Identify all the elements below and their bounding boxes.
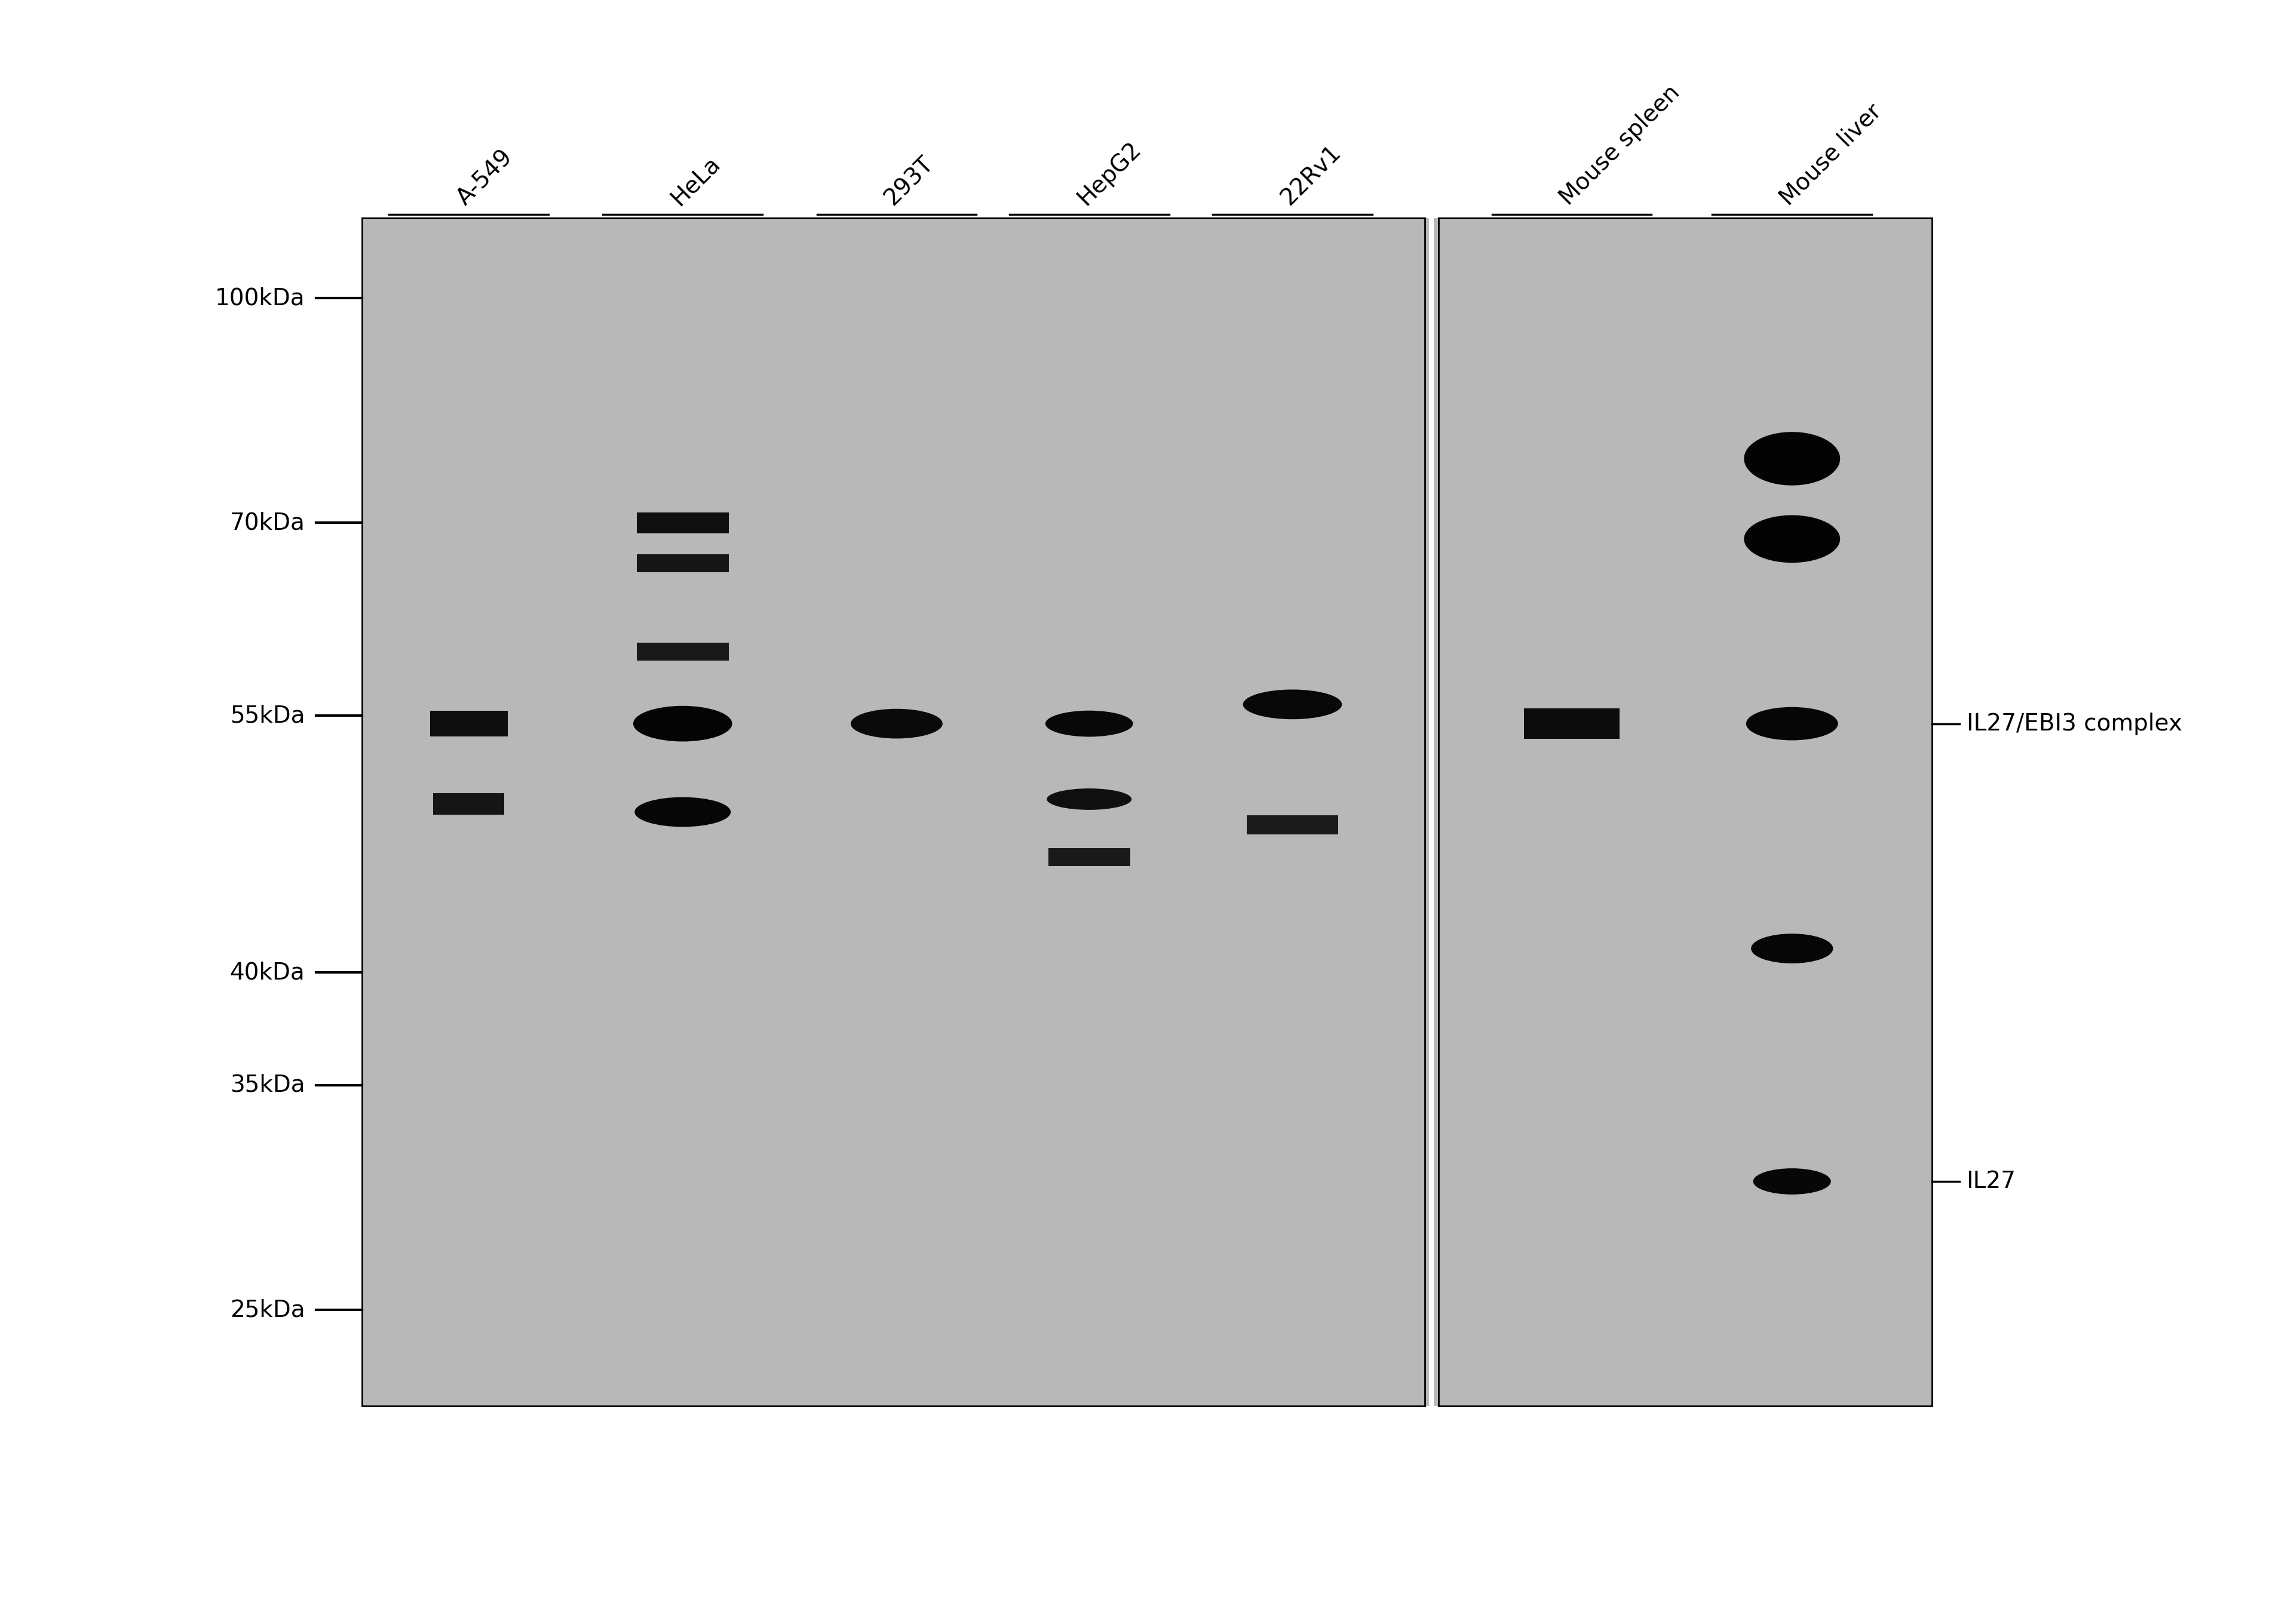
Text: 100kDa: 100kDa	[216, 287, 305, 310]
Bar	[638, 554, 729, 572]
Text: A-549: A-549	[452, 146, 516, 209]
Bar	[1438, 218, 1932, 1406]
Text: 40kDa: 40kDa	[229, 961, 305, 984]
Bar	[434, 793, 505, 815]
Text: IL27: IL27	[1966, 1169, 2016, 1192]
Text: 25kDa: 25kDa	[229, 1299, 305, 1322]
Bar	[638, 512, 729, 534]
Text: 55kDa: 55kDa	[229, 705, 305, 728]
Ellipse shape	[1046, 789, 1131, 810]
Bar	[362, 218, 1425, 1406]
Text: Mouse liver: Mouse liver	[1776, 99, 1886, 209]
Bar	[1431, 218, 1932, 1406]
Ellipse shape	[1243, 690, 1342, 719]
Text: HeLa: HeLa	[668, 153, 725, 209]
Bar	[638, 643, 729, 661]
Text: IL27/EBI3 complex: IL27/EBI3 complex	[1966, 713, 2182, 736]
Bar	[1048, 848, 1131, 866]
Text: Mouse spleen: Mouse spleen	[1555, 81, 1684, 209]
Ellipse shape	[1750, 934, 1833, 963]
Bar	[1246, 815, 1337, 835]
Text: HepG2: HepG2	[1074, 138, 1145, 209]
Ellipse shape	[1743, 515, 1840, 564]
Ellipse shape	[1746, 706, 1837, 741]
Text: 293T: 293T	[881, 153, 938, 209]
Text: 22Rv1: 22Rv1	[1275, 141, 1344, 209]
Text: 35kDa: 35kDa	[229, 1073, 305, 1096]
Ellipse shape	[635, 797, 732, 827]
Ellipse shape	[1753, 1168, 1831, 1195]
Ellipse shape	[1046, 711, 1133, 737]
Bar	[429, 711, 507, 737]
Text: 70kDa: 70kDa	[229, 512, 305, 534]
Bar	[362, 218, 1431, 1406]
Ellipse shape	[851, 708, 943, 739]
Ellipse shape	[1743, 432, 1840, 486]
Ellipse shape	[633, 706, 732, 742]
Bar	[1523, 708, 1620, 739]
